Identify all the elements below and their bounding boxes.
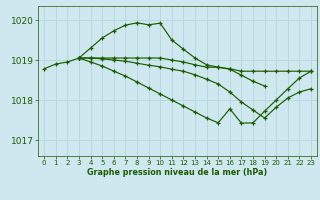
- X-axis label: Graphe pression niveau de la mer (hPa): Graphe pression niveau de la mer (hPa): [87, 168, 268, 177]
